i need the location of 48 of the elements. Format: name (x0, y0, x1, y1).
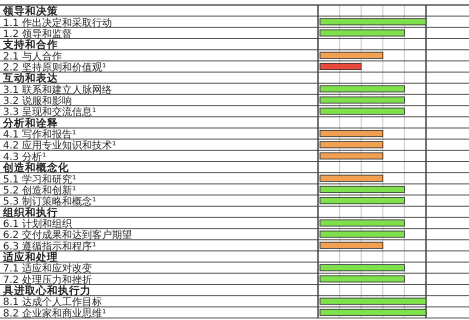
y-tick-label: 6.2 交付成果和达到客户期望 (3, 229, 132, 242)
y-tick-label: 4.1 写作和报告¹ (3, 128, 76, 141)
bar (320, 130, 384, 138)
bar (320, 186, 405, 193)
bar (320, 275, 405, 282)
bar (320, 29, 405, 36)
y-tick-label: 1.1 作出决定和采取行动 (3, 16, 112, 29)
y-tick-label: 3.3 呈现和交流信息¹ (3, 106, 96, 118)
y-tick-label: 6.3 遵循指示和程序¹ (3, 240, 96, 252)
y-tick-label: 分析和诠释 (2, 116, 58, 130)
bar (320, 242, 384, 249)
y-tick-label: 7.1 适应和应对改变 (3, 262, 92, 275)
y-tick-label: 2.1 与人合作 (3, 50, 62, 62)
y-tick-label: 支持和合作 (2, 38, 58, 52)
bar (320, 219, 405, 227)
bar (320, 85, 405, 92)
bar (320, 197, 405, 204)
y-tick-label: 8.1 达成个人工作目标 (3, 296, 102, 308)
bar (320, 141, 384, 148)
y-tick-label: 5.1 学习和研究¹ (3, 173, 76, 186)
y-tick-label: 3.1 联系和建立人脉网络 (3, 84, 112, 96)
bar (320, 18, 426, 26)
bar (320, 152, 384, 160)
bar (320, 108, 405, 115)
bar (320, 96, 405, 104)
y-tick-label: 创造和概念化 (2, 161, 70, 174)
y-tick-label: 4.3 分析¹ (3, 150, 46, 163)
y-tick-label: 具进取心和执行力 (2, 284, 91, 298)
bar (320, 174, 384, 182)
y-tick-label: 组织和执行 (2, 206, 58, 219)
y-tick-label: 领导和决策 (2, 4, 59, 18)
bar (320, 308, 426, 316)
bar (320, 62, 362, 70)
y-tick-label: 4.2 应用专业知识和技术¹ (3, 140, 116, 152)
y-tick-label: 6.1 计划和组织 (3, 218, 72, 230)
bar (320, 230, 405, 238)
bar (320, 298, 426, 305)
y-tick-label: 互动和表达 (2, 72, 59, 85)
y-tick-label: 1.2 领导和监督 (3, 28, 72, 40)
y-tick-label: 3.2 说服和影响 (3, 95, 72, 108)
y-tick-label: 8.2 企业家和商业思维¹ (3, 307, 106, 320)
bar (320, 264, 405, 272)
y-tick-label: 2.2 坚持原则和价值观¹ (3, 61, 106, 74)
y-tick-label: 5.2 创造和创新¹ (3, 184, 76, 196)
y-tick-label: 5.3 制订策略和概念¹ (3, 196, 96, 208)
bar (320, 52, 384, 59)
y-tick-label: 适应和处理 (2, 250, 58, 264)
y-tick-label: 7.2 处理压力和挫折 (3, 274, 92, 286)
